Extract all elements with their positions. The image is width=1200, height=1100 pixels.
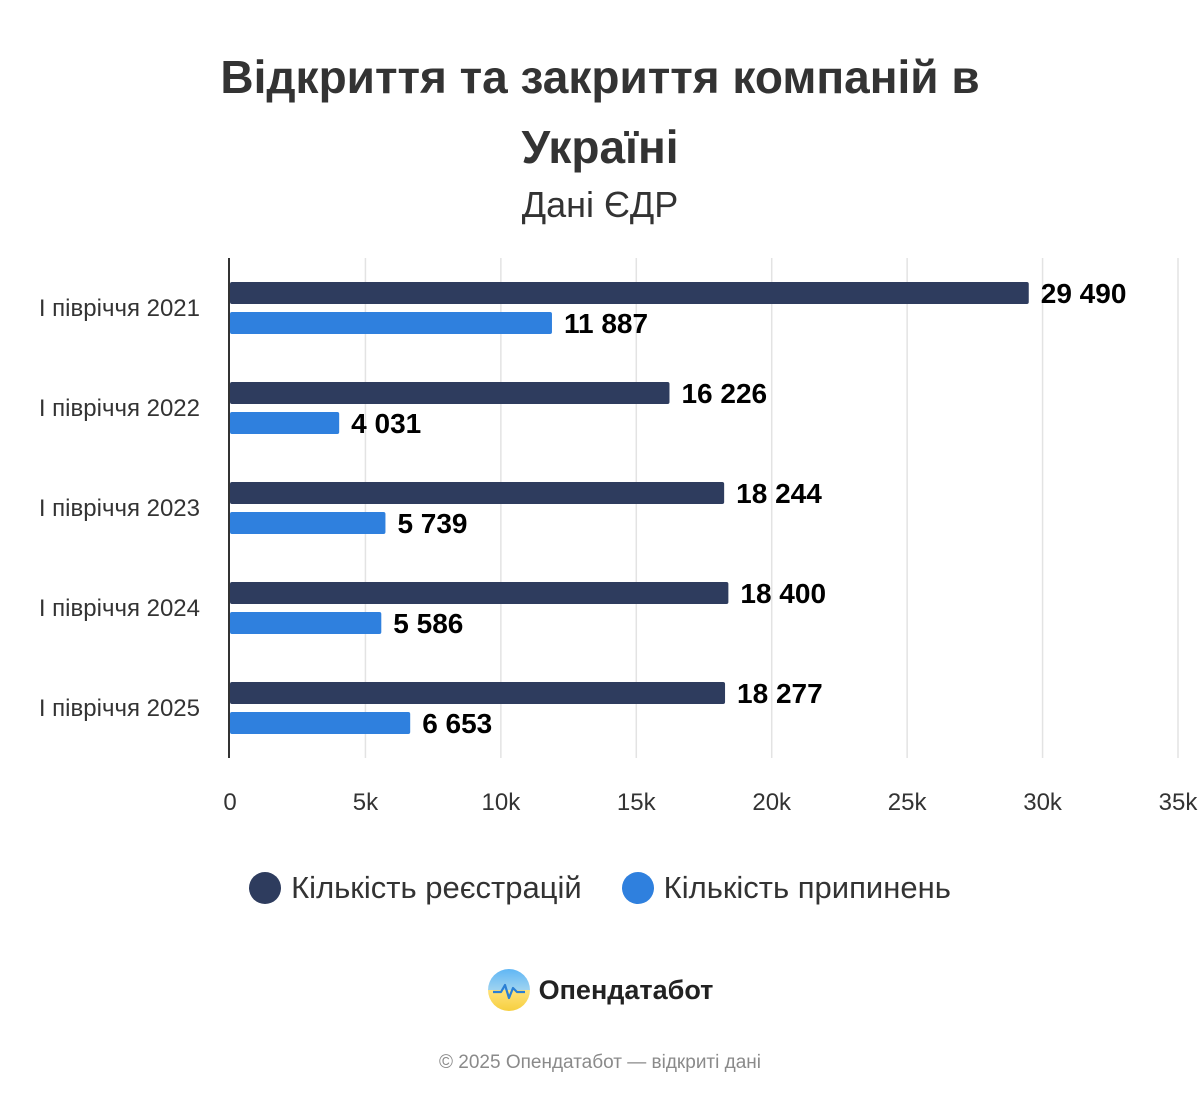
category-label: І півріччя 2024 — [39, 595, 200, 622]
legend-marker-registrations — [249, 872, 282, 904]
data-label-terminations: 5 586 — [393, 608, 463, 639]
data-label-registrations: 29 490 — [1041, 278, 1127, 309]
x-tick-label: 15k — [617, 789, 657, 816]
x-tick-label: 10k — [482, 789, 522, 816]
data-label-terminations: 4 031 — [351, 408, 421, 439]
bar-registrations[interactable] — [230, 482, 725, 504]
x-tick-label: 25k — [888, 789, 928, 816]
data-label-registrations: 18 277 — [737, 678, 823, 709]
category-label: І півріччя 2022 — [39, 395, 200, 422]
data-label-terminations: 6 653 — [422, 708, 492, 739]
category-label: І півріччя 2021 — [39, 295, 200, 322]
brand-name: Опендатабот — [538, 974, 714, 1005]
bar-registrations[interactable] — [230, 382, 670, 404]
chart-subtitle: Дані ЄДР — [521, 184, 679, 225]
data-labels: 29 490 11 887 16 226 4 031 18 244 5 739 18 400… — [351, 278, 1126, 739]
legend-marker-terminations — [621, 872, 654, 904]
category-label: І півріччя 2023 — [39, 495, 200, 522]
x-tick-label: 0 — [223, 789, 236, 816]
bar-terminations[interactable] — [230, 312, 552, 334]
x-tick-label: 20k — [752, 789, 792, 816]
bar-registrations[interactable] — [230, 682, 726, 704]
x-tick-label: 35k — [1159, 789, 1199, 816]
bar-terminations[interactable] — [230, 512, 386, 534]
legend-item-terminations[interactable]: Кількість припинень — [621, 870, 951, 906]
bar-terminations[interactable] — [230, 712, 411, 734]
bar-terminations[interactable] — [230, 412, 340, 434]
legend-label-registrations: Кількість реєстрацій — [291, 870, 582, 905]
bar-terminations[interactable] — [230, 612, 382, 634]
brand: Опендатабот — [0, 968, 1200, 1012]
bar-registrations[interactable] — [230, 282, 1029, 304]
bars — [230, 282, 1029, 734]
x-tick-label: 30k — [1023, 789, 1063, 816]
data-label-registrations: 18 400 — [740, 578, 826, 609]
category-label: І півріччя 2025 — [39, 695, 200, 722]
legend: Кількість реєстрацій Кількість припинень — [0, 870, 1200, 906]
data-label-terminations: 5 739 — [397, 508, 467, 539]
bar-registrations[interactable] — [230, 582, 729, 604]
data-label-registrations: 18 244 — [736, 478, 822, 509]
x-tick-label: 5k — [353, 789, 379, 816]
data-label-registrations: 16 226 — [681, 378, 767, 409]
grid-lines — [364, 258, 1179, 758]
data-label-terminations: 11 887 — [564, 308, 648, 339]
opendatabot-logo-icon — [487, 969, 530, 1011]
legend-item-registrations[interactable]: Кількість реєстрацій — [249, 870, 582, 906]
footer-copyright: © 2025 Опендатабот — відкриті дані — [439, 1052, 761, 1073]
x-axis: 0 5k 10k 15k 20k 25k 30k 35k — [223, 258, 1198, 816]
category-axis: І півріччя 2021 І півріччя 2022 І півріччя… — [39, 295, 200, 722]
chart-title: Відкриття та закриття компаній в Україні — [220, 51, 980, 173]
legend-label-terminations: Кількість припинень — [663, 870, 951, 905]
